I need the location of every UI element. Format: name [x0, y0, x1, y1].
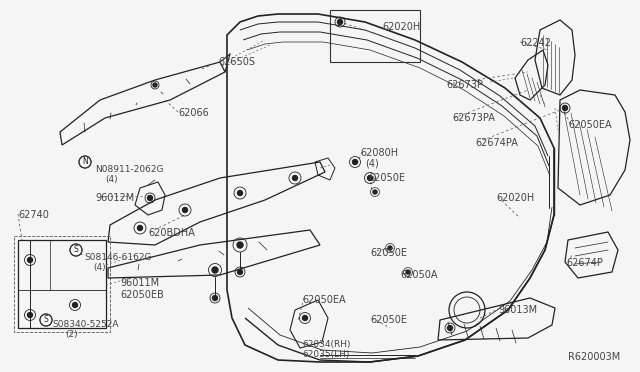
Text: 62050EA: 62050EA — [302, 295, 346, 305]
Text: S08340-5252A: S08340-5252A — [52, 320, 118, 329]
Text: 62673P: 62673P — [446, 80, 483, 90]
Text: S08146-6162G: S08146-6162G — [84, 253, 152, 262]
Circle shape — [153, 83, 157, 87]
Text: 62020H: 62020H — [382, 22, 420, 32]
Text: S: S — [44, 315, 49, 324]
Text: 62242: 62242 — [520, 38, 551, 48]
Circle shape — [182, 208, 188, 212]
Text: 62066: 62066 — [178, 108, 209, 118]
Text: 62050E: 62050E — [368, 173, 405, 183]
Circle shape — [388, 246, 392, 250]
Bar — [14, 236, 110, 332]
Text: 62080H: 62080H — [360, 148, 398, 158]
Text: 62020H: 62020H — [496, 193, 534, 203]
Circle shape — [237, 190, 243, 196]
Circle shape — [303, 315, 307, 321]
Text: 62740: 62740 — [18, 210, 49, 220]
Circle shape — [337, 19, 342, 25]
Text: 62674P: 62674P — [566, 258, 603, 268]
Text: N: N — [82, 157, 88, 167]
Circle shape — [373, 190, 377, 194]
Text: (2): (2) — [65, 330, 77, 339]
Text: S: S — [74, 246, 78, 254]
Bar — [330, 10, 420, 62]
Circle shape — [138, 225, 143, 231]
Text: N08911-2062G: N08911-2062G — [95, 165, 163, 174]
Text: 62050EA: 62050EA — [568, 120, 612, 130]
Text: S: S — [74, 246, 79, 254]
Circle shape — [72, 302, 77, 308]
Text: N: N — [82, 157, 88, 167]
Circle shape — [447, 326, 452, 330]
Circle shape — [237, 242, 243, 248]
Circle shape — [28, 257, 33, 263]
Circle shape — [563, 106, 568, 110]
Text: 62050A: 62050A — [400, 270, 438, 280]
Circle shape — [237, 269, 243, 275]
Circle shape — [292, 176, 298, 180]
Text: (4): (4) — [365, 158, 379, 168]
Circle shape — [353, 160, 358, 164]
Text: (4): (4) — [93, 263, 106, 272]
Circle shape — [147, 196, 152, 201]
Text: 62674PA: 62674PA — [475, 138, 518, 148]
Text: 62650S: 62650S — [218, 57, 255, 67]
Text: 62035(LH): 62035(LH) — [302, 350, 349, 359]
Text: (4): (4) — [105, 175, 118, 184]
Text: 62050E: 62050E — [370, 315, 407, 325]
Text: 96012M: 96012M — [95, 193, 134, 203]
Circle shape — [212, 295, 218, 301]
Text: 620BDHA: 620BDHA — [148, 228, 195, 238]
Text: 62050EB: 62050EB — [120, 290, 164, 300]
Circle shape — [367, 176, 372, 180]
Text: 62050E: 62050E — [370, 248, 407, 258]
Text: 62673PA: 62673PA — [452, 113, 495, 123]
Text: 62034(RH): 62034(RH) — [302, 340, 351, 349]
Circle shape — [212, 267, 218, 273]
Circle shape — [406, 270, 410, 274]
Circle shape — [28, 312, 33, 317]
Text: S: S — [44, 315, 49, 324]
Text: R620003M: R620003M — [568, 352, 620, 362]
Bar — [18, 240, 106, 328]
Text: 96011M: 96011M — [120, 278, 159, 288]
Text: 96013M: 96013M — [498, 305, 537, 315]
